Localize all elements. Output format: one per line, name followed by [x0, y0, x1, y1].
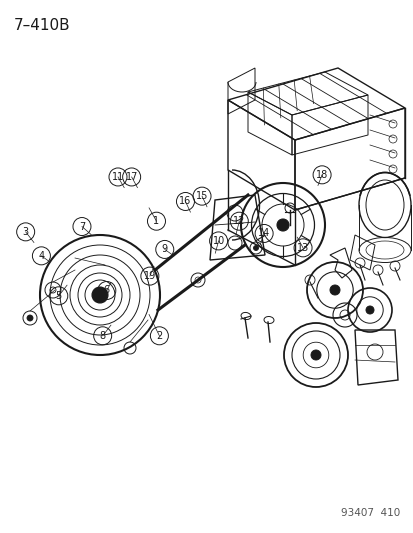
Text: 19: 19: [143, 271, 156, 281]
Text: 5: 5: [55, 291, 62, 301]
Circle shape: [329, 285, 339, 295]
Text: 7: 7: [78, 222, 85, 231]
Text: 3: 3: [23, 227, 28, 237]
Text: 4: 4: [38, 251, 44, 261]
Text: 93407  410: 93407 410: [340, 508, 399, 518]
Circle shape: [253, 246, 258, 251]
Text: 11: 11: [112, 172, 124, 182]
Text: 9: 9: [161, 245, 167, 254]
Circle shape: [276, 219, 288, 231]
Text: 1: 1: [153, 216, 159, 226]
Text: 13: 13: [296, 243, 309, 253]
Circle shape: [365, 306, 373, 314]
Text: 12: 12: [233, 216, 245, 226]
Text: 6: 6: [104, 286, 109, 295]
Text: 8: 8: [100, 331, 105, 341]
Text: 7–410B: 7–410B: [14, 18, 71, 33]
Text: 2: 2: [156, 331, 162, 341]
Text: 17: 17: [125, 172, 138, 182]
Text: 18: 18: [315, 170, 328, 180]
Text: 15: 15: [195, 191, 208, 201]
Circle shape: [92, 287, 108, 303]
Text: 16: 16: [179, 197, 191, 206]
Circle shape: [27, 315, 33, 321]
Text: 14: 14: [257, 229, 270, 238]
Circle shape: [310, 350, 320, 360]
Text: 10: 10: [212, 236, 224, 246]
